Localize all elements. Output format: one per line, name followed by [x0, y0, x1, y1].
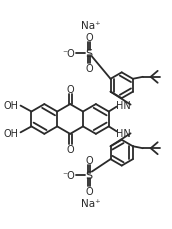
Text: O: O: [85, 155, 93, 165]
Text: O: O: [85, 187, 93, 196]
Text: OH: OH: [3, 100, 18, 110]
Text: ⁻O: ⁻O: [63, 48, 76, 58]
Text: HN: HN: [116, 129, 131, 139]
Text: O: O: [66, 144, 74, 154]
Text: Na⁺: Na⁺: [81, 198, 101, 208]
Text: O: O: [85, 33, 93, 42]
Text: Na⁺: Na⁺: [81, 21, 101, 31]
Text: O: O: [66, 85, 74, 95]
Text: HN: HN: [116, 100, 131, 110]
Text: OH: OH: [3, 129, 18, 139]
Text: S: S: [85, 171, 93, 181]
Text: O: O: [85, 64, 93, 74]
Text: ⁻O: ⁻O: [63, 171, 76, 181]
Text: S: S: [85, 48, 93, 58]
